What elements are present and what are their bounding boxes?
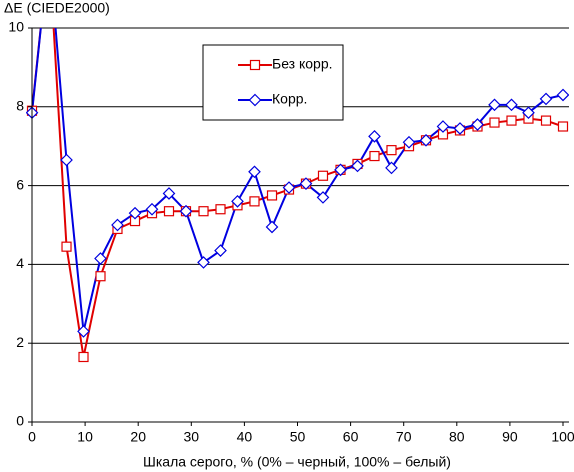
marker bbox=[215, 204, 226, 215]
y-axis-label: ΔE (CIEDE2000) bbox=[4, 0, 110, 16]
marker bbox=[386, 145, 397, 156]
y-tick-label: 0 bbox=[16, 413, 24, 429]
marker bbox=[94, 252, 107, 265]
marker bbox=[368, 130, 381, 143]
x-tick-label: 90 bbox=[502, 429, 518, 445]
y-tick-label: 6 bbox=[16, 176, 24, 192]
marker bbox=[402, 135, 416, 149]
marker bbox=[248, 165, 261, 179]
legend-label: Корр. bbox=[272, 91, 307, 107]
marker bbox=[163, 206, 175, 217]
marker bbox=[557, 121, 569, 132]
marker bbox=[489, 117, 500, 128]
legend: Без корр. Корр. bbox=[238, 56, 333, 107]
marker bbox=[198, 206, 209, 217]
marker bbox=[419, 133, 433, 147]
y-tick-label: 4 bbox=[16, 255, 24, 271]
x-tick-label: 100 bbox=[551, 429, 574, 445]
marker bbox=[77, 325, 90, 338]
marker bbox=[505, 98, 518, 112]
x-tick-label: 0 bbox=[28, 429, 36, 445]
marker bbox=[231, 195, 244, 208]
marker bbox=[436, 120, 450, 133]
marker bbox=[556, 88, 569, 102]
marker bbox=[351, 159, 364, 173]
marker bbox=[453, 122, 467, 135]
x-tick-label: 30 bbox=[184, 429, 200, 445]
marker bbox=[539, 92, 553, 106]
marker bbox=[249, 196, 260, 207]
marker bbox=[369, 150, 380, 162]
marker bbox=[488, 98, 501, 112]
x-axis-label: Шкала серого, % (0% – черный, 100% – бел… bbox=[143, 454, 451, 470]
marker bbox=[265, 220, 279, 234]
marker bbox=[111, 218, 124, 232]
marker bbox=[385, 161, 398, 175]
marker bbox=[95, 271, 106, 282]
marker bbox=[128, 206, 142, 220]
marker bbox=[540, 115, 552, 126]
x-tick-label: 20 bbox=[130, 429, 146, 445]
x-tick-label: 40 bbox=[237, 429, 253, 445]
marker bbox=[316, 191, 330, 204]
marker bbox=[197, 256, 210, 269]
legend-label: Без корр. bbox=[272, 56, 333, 72]
marker bbox=[506, 115, 517, 126]
marker bbox=[145, 202, 159, 216]
x-tick-label: 50 bbox=[290, 429, 306, 445]
marker bbox=[61, 241, 72, 252]
x-tick-label: 60 bbox=[343, 429, 359, 445]
x-tick-label: 70 bbox=[396, 429, 412, 445]
marker bbox=[249, 59, 261, 71]
x-tick-label: 10 bbox=[77, 429, 93, 445]
marker bbox=[334, 163, 347, 177]
marker bbox=[60, 153, 73, 167]
marker bbox=[471, 118, 484, 131]
marker bbox=[282, 181, 296, 194]
marker bbox=[248, 93, 262, 107]
y-tick-label: 8 bbox=[16, 98, 24, 114]
marker bbox=[179, 204, 193, 218]
marker bbox=[162, 187, 176, 200]
plot bbox=[26, 28, 569, 363]
marker bbox=[522, 106, 535, 120]
legend-box bbox=[202, 44, 344, 121]
marker bbox=[214, 244, 227, 257]
x-tick-label: 80 bbox=[449, 429, 465, 445]
marker bbox=[78, 351, 89, 363]
marker bbox=[317, 170, 329, 181]
y-tick-label: 10 bbox=[8, 19, 24, 35]
marker bbox=[266, 190, 278, 201]
marker bbox=[299, 177, 313, 190]
y-tick-label: 2 bbox=[16, 334, 24, 350]
